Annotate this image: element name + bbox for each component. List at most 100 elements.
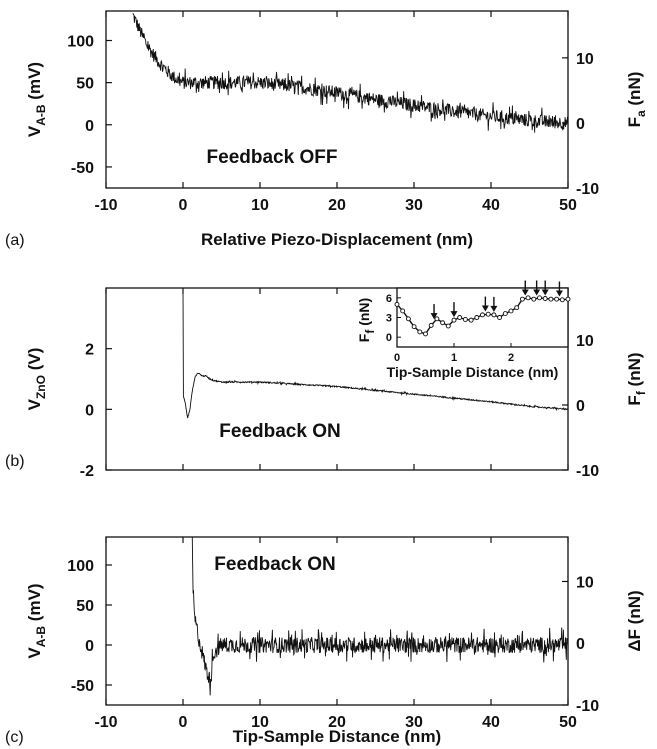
inset-data-point: [445, 323, 451, 329]
y-tick-label: 50: [76, 598, 94, 615]
inset-data-point: [485, 311, 491, 317]
inset-arrow-head: [430, 313, 438, 320]
y-tick-label: 2: [85, 342, 94, 359]
inset-data-point: [417, 329, 423, 335]
inset-data-point: [525, 295, 531, 301]
inset-y-axis-label-rest: (nN): [356, 298, 372, 330]
x-tick-label: 30: [405, 197, 423, 214]
y-tick-label: 0: [85, 402, 94, 419]
inset-arrow-head: [481, 305, 489, 312]
y-axis-label-right-main: ΔF: [625, 629, 644, 652]
inset-data-point: [468, 317, 474, 323]
series-line-1: [132, 12, 568, 133]
y-axis-label-left-sub: A-B: [34, 626, 48, 648]
y-tick-label: 0: [85, 118, 94, 135]
inset-data-point: [434, 316, 440, 322]
inset-data-point: [514, 305, 520, 311]
inset-data-point: [440, 320, 446, 326]
y2-tick-label: 10: [576, 574, 594, 591]
y2-tick-label: -10: [576, 463, 599, 480]
inset-data-point: [457, 315, 463, 320]
inset-data-point: [423, 331, 428, 337]
inset-data-point: [497, 315, 503, 320]
inset-data-point: [565, 296, 571, 302]
inset-data-point: [554, 296, 560, 302]
y2-tick-label: -10: [576, 181, 599, 198]
inset-data-point: [394, 301, 400, 307]
x-tick-label: 20: [328, 197, 346, 214]
x-tick-label: 30: [405, 714, 423, 731]
y-tick-label: 100: [67, 558, 94, 575]
annotation-text: Feedback ON: [214, 554, 335, 575]
annotation-text: Feedback OFF: [207, 147, 338, 168]
inset-arrow-head: [555, 290, 563, 297]
inset-data-point: [400, 308, 406, 314]
inset-data-point: [548, 296, 554, 302]
inset-x-axis-label: Tip-Sample Distance (nm): [387, 364, 559, 380]
y-tick-label: 0: [85, 638, 94, 655]
inset-data-point: [411, 324, 417, 330]
y-axis-label-right-sub: a: [634, 110, 648, 117]
x-tick-label: 10: [251, 714, 269, 731]
inset-arrow-head: [541, 289, 549, 296]
y-tick-label: -2: [80, 463, 94, 480]
inset-y-tick-label: 6: [386, 293, 392, 305]
y-axis-label-left-sub: ZnO: [34, 375, 48, 399]
y2-tick-label: -10: [576, 698, 599, 715]
series-line-1: [182, 288, 568, 419]
inset-data-point: [480, 312, 485, 318]
y-tick-label: -50: [71, 678, 94, 695]
x-tick-label: 0: [179, 714, 188, 731]
plot-frame: [105, 536, 569, 706]
series-line-1: [191, 537, 568, 696]
x-tick-label: 50: [559, 714, 577, 731]
panel-label: (b): [5, 453, 25, 470]
y-axis-label-right: Ff (nN): [625, 352, 648, 405]
inset-x-tick-label: 0: [394, 352, 400, 364]
x-axis-label: Relative Piezo-Displacement (nm): [201, 230, 473, 249]
panel-1: -10 0 10 20 30 40 50 -50 0 50 100 -10 0 10 Feedback OF…: [5, 10, 648, 249]
inset-data-point: [559, 297, 565, 303]
y2-tick-label: 0: [576, 398, 585, 415]
panel-label: (a): [5, 232, 25, 249]
inset-data-point: [519, 296, 525, 302]
y-axis-label-right: Fa (nN): [625, 72, 648, 128]
x-axis-label: Tip-Sample Distance (nm): [233, 727, 441, 746]
y-axis-label-right-rest: (nN): [625, 352, 644, 391]
x-tick-label: -10: [94, 714, 117, 731]
panel-label: (c): [5, 729, 24, 746]
y-axis-label-left: VA-B (mV): [25, 62, 48, 137]
panel-3: -10 0 10 20 30 40 50 -50 0 50 100 -10 0 10 Feedback ON…: [5, 536, 644, 746]
inset-arrow-head: [533, 289, 541, 296]
y-axis-label-left-rest: (V): [25, 348, 44, 375]
inset-y-axis-label: Ff (nN): [356, 298, 377, 342]
x-tick-label: 40: [482, 197, 500, 214]
y-axis-label-left-rest: (mV): [25, 62, 44, 105]
inset-y-axis-label-sub: f: [363, 329, 377, 334]
y-axis-label-right: ΔF (nN): [625, 590, 644, 651]
inset-data-point: [531, 296, 537, 302]
y2-tick-label: 0: [576, 116, 585, 133]
y-axis-label-left: VZnO (V): [25, 348, 48, 411]
inset-x-tick-label: 2: [508, 352, 514, 364]
annotation-text: Feedback ON: [219, 421, 340, 442]
y-axis-label-right-main: F: [625, 117, 644, 127]
y-tick-label: -50: [71, 160, 94, 177]
inset-data-point: [451, 317, 457, 323]
inset-arrow-head: [450, 311, 458, 318]
inset-data-point: [502, 311, 508, 317]
y-axis-label-left-sub: A-B: [34, 104, 48, 126]
x-tick-label: -10: [94, 197, 117, 214]
inset-y-axis-label-main: F: [356, 333, 372, 342]
inset-data-point: [542, 296, 548, 301]
inset-data-point: [474, 315, 480, 320]
y2-tick-label: 0: [576, 636, 585, 653]
y-axis-label-right-rest: (nN): [625, 72, 644, 111]
inset-data-point: [508, 308, 514, 314]
inset-y-tick-label: 3: [386, 313, 392, 325]
y-axis-label-right-sub: f: [634, 390, 648, 395]
y2-tick-label: 10: [576, 51, 594, 68]
inset-data-point: [462, 317, 468, 322]
